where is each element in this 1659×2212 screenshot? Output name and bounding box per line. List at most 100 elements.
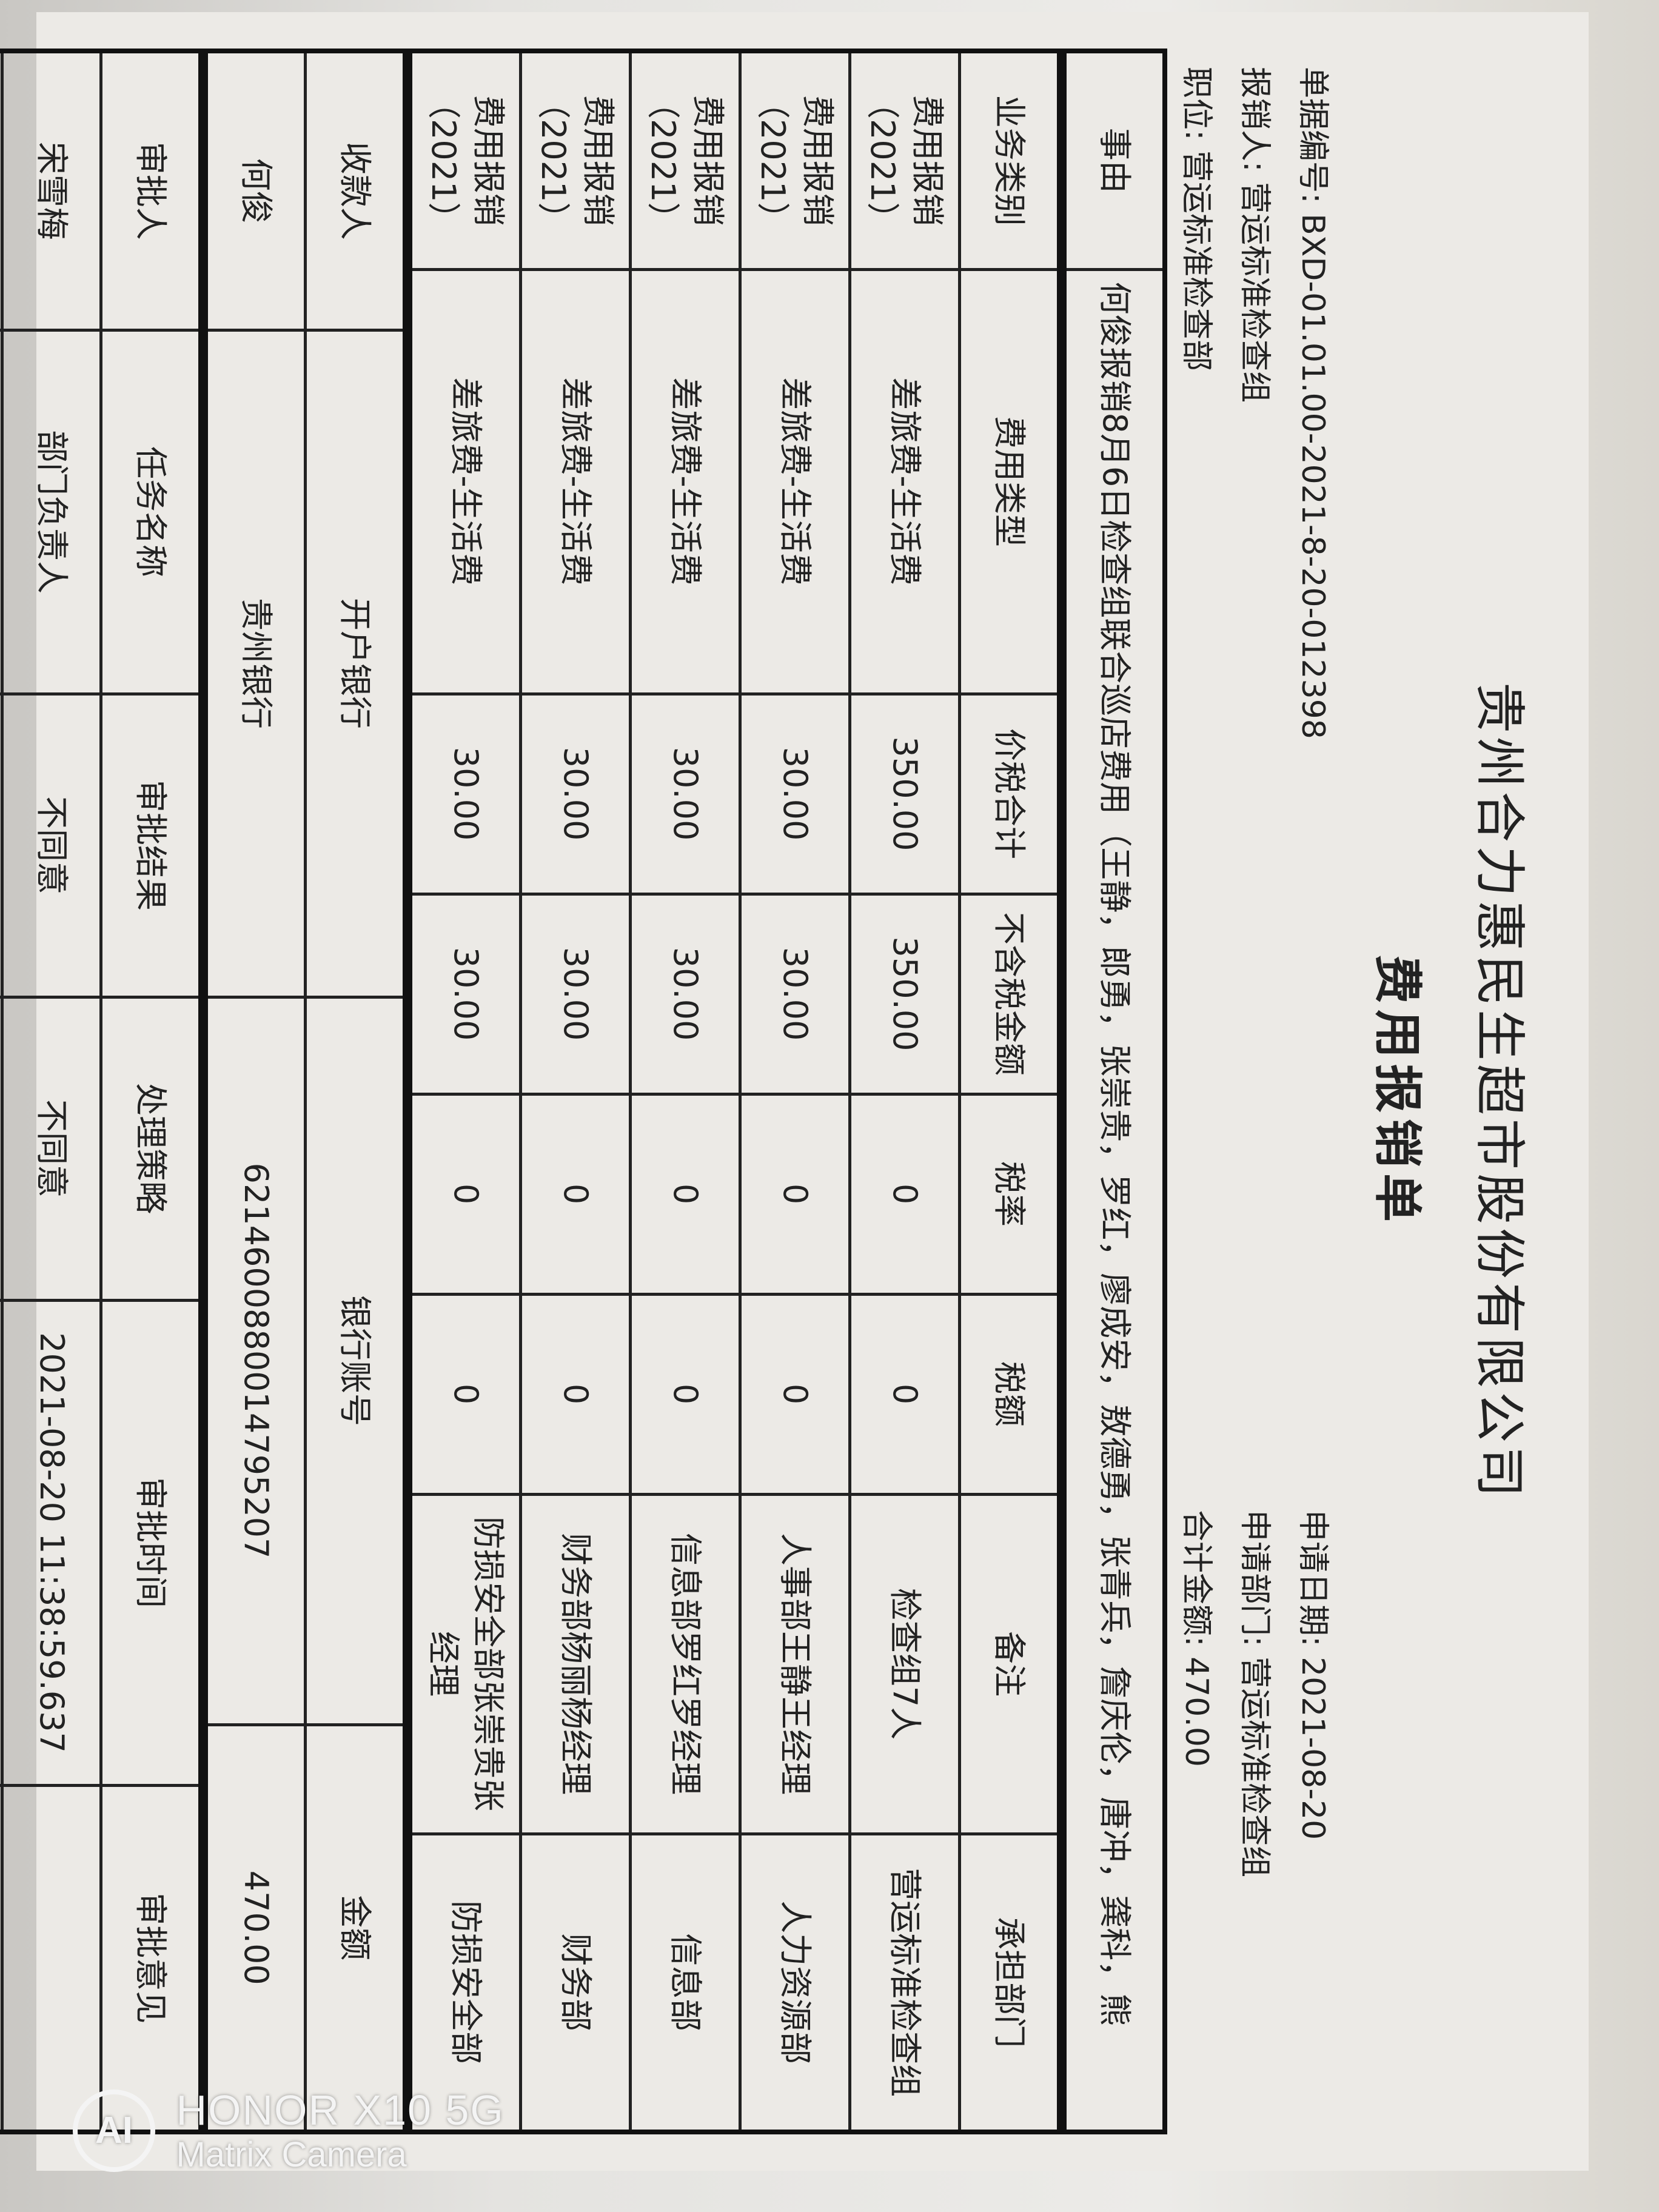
approval-header-row-cell: 审批结果: [101, 694, 201, 997]
expense-row-cell: 营运标准检查组: [850, 1834, 960, 2132]
approval-row-cell: 2021-08-20 11:41:59.837: [0, 1300, 2, 1785]
expense-row-cell: 30.00: [630, 894, 740, 1094]
expense-row-cell: 差旅费-生活费: [630, 269, 740, 694]
approval-header-row-cell: 任务名称: [101, 330, 201, 694]
payee-row-cell: 470.00: [206, 1724, 306, 2132]
apply-date-label: 申请日期:: [1295, 1510, 1331, 1647]
expense-row-cell: 0: [520, 1294, 631, 1494]
document-title: 费用报销单: [1369, 955, 1426, 1228]
expense-row-cell: 差旅费-生活费: [850, 269, 960, 694]
reason-label: 事由: [1064, 51, 1165, 269]
expense-row: 费用报销（2021） 差旅费-生活费 30.00 30.00 0 0 人事部王静王经理 人力资…: [740, 51, 850, 2132]
expense-row-cell: 0: [410, 1294, 521, 1494]
expense-row-cell: 费用报销（2021）: [520, 51, 631, 269]
payee-header-row-cell: 金额: [305, 1724, 405, 2132]
claimant: 报销人: 营运标准检查组: [1225, 67, 1284, 739]
approval-row-cell: 宋雪梅: [0, 51, 2, 330]
expense-row-cell: 0: [410, 1094, 521, 1294]
expense-row-cell: 0: [520, 1094, 631, 1294]
expense-row-cell: 0: [740, 1294, 850, 1494]
expense-header-row-cell: 备注: [959, 1494, 1059, 1834]
payee-header-row: 收款人 开户银行 银行账号 金额: [305, 51, 405, 2132]
expense-row-cell: 费用报销（2021）: [630, 51, 740, 269]
watermark-camera: Matrix Camera: [176, 2135, 407, 2174]
expense-row-cell: 0: [740, 1094, 850, 1294]
payee-header-row-cell: 收款人: [305, 51, 405, 330]
expense-row-cell: 30.00: [410, 894, 521, 1094]
expense-header-row-cell: 税率: [959, 1094, 1059, 1294]
expense-row-cell: 检查组7人: [850, 1494, 960, 1834]
approval-header-row-cell: 审批时间: [101, 1300, 201, 1785]
approval-row: 宋雪梅 部门负责人 不同意 不同意 2021-08-20 11:38:59.637: [2, 51, 101, 2132]
expense-row-cell: 30.00: [520, 894, 631, 1094]
total-amount: 合计金额: 470.00: [1167, 1510, 1225, 2116]
expense-header-row-cell: 费用类型: [959, 269, 1059, 694]
expense-row-cell: 30.00: [740, 894, 850, 1094]
approval-row-cell: 不同意: [2, 997, 101, 1300]
expense-form: 贵州合力惠民生超市股份有限公司 费用报销单 单据编号: BXD-01.01.00…: [0, 49, 1552, 2134]
expense-row-cell: 30.00: [740, 694, 850, 894]
expense-row-cell: 30.00: [410, 694, 521, 894]
expense-row-cell: 人力资源部: [740, 1834, 850, 2132]
expense-row-cell: 信息部罗红罗经理: [630, 1494, 740, 1834]
expense-row-cell: 费用报销（2021）: [850, 51, 960, 269]
expense-header-row-cell: 价税合计: [959, 694, 1059, 894]
position-value: 营运标准检查部: [1178, 150, 1215, 372]
expense-row-cell: 费用报销（2021）: [410, 51, 521, 269]
expense-row-cell: 信息部: [630, 1834, 740, 2132]
claimant-label: 报销人:: [1236, 67, 1273, 172]
doc-number-label: 单据编号:: [1295, 67, 1331, 204]
expense-row-cell: 差旅费-生活费: [740, 269, 850, 694]
expense-row: 费用报销（2021） 差旅费-生活费 30.00 30.00 0 0 防损安全部张崇贵张经理…: [410, 51, 521, 2132]
payee-header-row-cell: 银行账号: [305, 997, 405, 1724]
claimant-value: 营运标准检查组: [1236, 182, 1273, 403]
expense-row-cell: 0: [850, 1294, 960, 1494]
approval-row-cell: [0, 1785, 2, 2132]
expense-row-cell: 350.00: [850, 894, 960, 1094]
approval-row-cell: [2, 1785, 101, 2132]
approval-header-row-cell: 审批人: [101, 51, 201, 330]
payee-row: 何俊 贵州银行 6214600880014795207 470.00: [206, 51, 306, 2132]
payee-row-cell: 何俊: [206, 51, 306, 330]
approval-table: 审批人 任务名称 审批结果 处理策略 审批时间 审批意见 宋雪梅 部门负责人 不同意 不同意 202…: [0, 49, 203, 2134]
expense-row-cell: 费用报销（2021）: [740, 51, 850, 269]
expense-row-cell: 30.00: [630, 694, 740, 894]
watermark-model: HONOR X10 5G: [176, 2086, 504, 2134]
expense-row: 费用报销（2021） 差旅费-生活费 350.00 350.00 0 0 检查组7人 营运标准…: [850, 51, 960, 2132]
position: 职位: 营运标准检查部: [1167, 67, 1225, 739]
position-label: 职位:: [1178, 67, 1215, 141]
total-amount-value: 470.00: [1178, 1657, 1215, 1768]
expense-row-cell: 差旅费-生活费: [520, 269, 631, 694]
approval-row-cell: 宋雪梅: [2, 51, 101, 330]
reason-table: 事由 何俊报销8月6日检查组联合巡店费用（王静，郎勇，张崇贵，罗红，廖成安，敖德…: [1062, 49, 1167, 2134]
payee-table: 收款人 开户银行 银行账号 金额 何俊 贵州银行 6214600880014795207 47…: [203, 49, 407, 2134]
approval-header-row-cell: 处理策略: [101, 997, 201, 1300]
camera-watermark: AI HONOR X10 5G Matrix Camera: [73, 2086, 504, 2175]
approval-row-cell: 部门负责人: [0, 330, 2, 694]
approval-row: 宋雪梅部门负责人同意同意2021-08-20 11:41:59.837: [0, 51, 2, 2132]
expense-header-row-cell: 业务类别: [959, 51, 1059, 269]
expense-row: 费用报销（2021） 差旅费-生活费 30.00 30.00 0 0 财务部杨丽杨经理 财务部: [520, 51, 631, 2132]
apply-dept: 申请部门: 营运标准检查组: [1225, 1510, 1284, 2116]
reason-value: 何俊报销8月6日检查组联合巡店费用（王静，郎勇，张崇贵，罗红，廖成安，敖德勇，张…: [1064, 269, 1165, 2132]
approval-header-row-cell: 审批意见: [101, 1785, 201, 2132]
expense-row-cell: 财务部: [520, 1834, 631, 2132]
expense-header-row-cell: 承担部门: [959, 1834, 1059, 2132]
expense-row-cell: 30.00: [520, 694, 631, 894]
expense-row-cell: 0: [630, 1094, 740, 1294]
expense-row-cell: 0: [630, 1294, 740, 1494]
approval-header-row: 审批人 任务名称 审批结果 处理策略 审批时间 审批意见: [101, 51, 201, 2132]
payee-header-row-cell: 开户银行: [305, 330, 405, 997]
expense-form-paper: 贵州合力惠民生超市股份有限公司 费用报销单 单据编号: BXD-01.01.00…: [0, 12, 1589, 2171]
doc-number-value: BXD-01.01.00-2021-8-20-012398: [1295, 213, 1331, 739]
payee-row-cell: 6214600880014795207: [206, 997, 306, 1724]
expense-header-row-cell: 税额: [959, 1294, 1059, 1494]
expense-row-cell: 0: [850, 1094, 960, 1294]
approval-row-cell: 2021-08-20 11:38:59.637: [2, 1300, 101, 1785]
total-amount-label: 合计金额:: [1178, 1510, 1215, 1647]
apply-dept-value: 营运标准检查组: [1236, 1657, 1273, 1878]
expense-row-cell: 人事部王静王经理: [740, 1494, 850, 1834]
doc-number: 单据编号: BXD-01.01.00-2021-8-20-012398: [1284, 67, 1342, 739]
apply-date: 申请日期: 2021-08-20: [1284, 1510, 1342, 2116]
expense-row-cell: 差旅费-生活费: [410, 269, 521, 694]
